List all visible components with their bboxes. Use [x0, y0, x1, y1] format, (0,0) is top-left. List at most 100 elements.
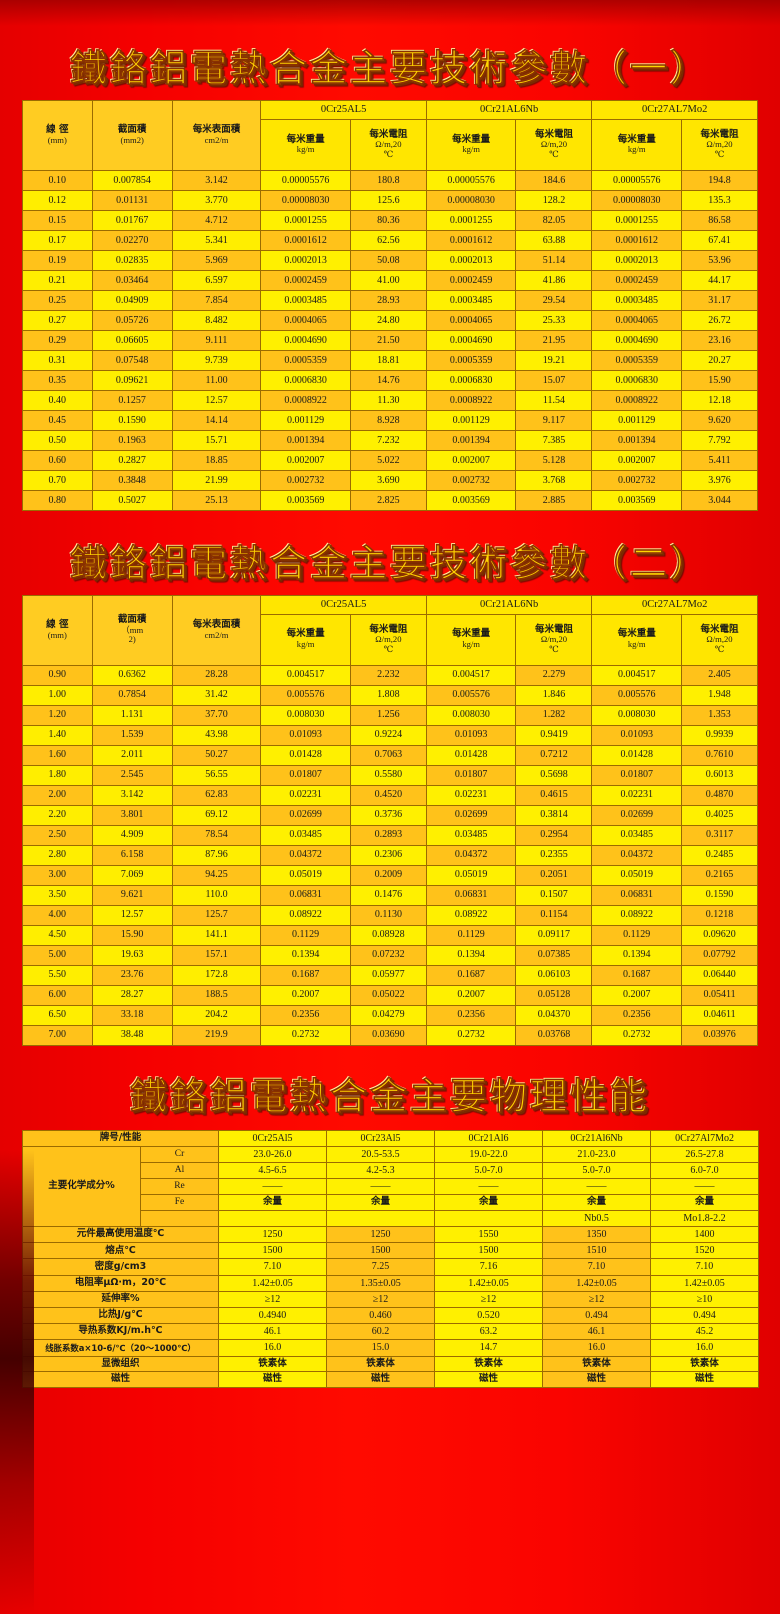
table-cell: 0.6013	[681, 764, 758, 786]
table-cell: 23.16	[681, 329, 758, 351]
table-cell: 2.00	[22, 784, 93, 806]
subheader-weight: 每米重量 kg/m	[260, 118, 351, 171]
table-cell: 2.279	[515, 664, 593, 686]
subheader-unit: Ω/m,20	[540, 634, 568, 645]
table-cell: 0.01807	[425, 764, 517, 786]
subheader-resistance: 每米電阻 Ω/m,20 ℃	[349, 613, 427, 666]
table-cell: 0.50	[22, 429, 93, 451]
property-value: 0.494	[650, 1306, 760, 1325]
composition-value: ——	[434, 1178, 544, 1196]
subheader-resistance: 每米電阻 Ω/m,20 ℃	[681, 613, 758, 666]
property-value: 铁素体	[218, 1355, 328, 1373]
table-cell: 0.2007	[591, 984, 683, 1006]
property-value: 46.1	[218, 1323, 328, 1341]
table-cell: 11.54	[515, 389, 593, 411]
subheader-weight: 每米重量 kg/m	[591, 118, 683, 171]
table-cell: 38.48	[91, 1024, 173, 1046]
property-value: 63.2	[434, 1323, 544, 1341]
table-cell: 0.03690	[349, 1024, 427, 1046]
table-cell: 0.00008030	[591, 189, 683, 211]
table-cell: 0.0005359	[425, 349, 517, 371]
table-cell: 0.7610	[681, 744, 758, 766]
table-cell: 0.008030	[591, 704, 683, 726]
property-value: ≥12	[218, 1290, 328, 1309]
subheader-label: 每米電阻	[700, 623, 739, 635]
subheader-unit: kg/m	[462, 144, 480, 155]
composition-value: 4.5-6.5	[218, 1161, 328, 1180]
table-cell: 0.1130	[349, 904, 427, 926]
table-cell: 44.17	[681, 269, 758, 291]
table-cell: 0.01093	[591, 724, 683, 746]
table-cell: 0.02231	[591, 784, 683, 806]
table-cell: 23.76	[91, 964, 173, 986]
table-cell: 31.42	[171, 684, 262, 706]
table-cell: 21.95	[515, 329, 593, 351]
subheader-resistance: 每米電阻 Ω/m,20 ℃	[349, 118, 427, 171]
table-row: 0.60 0.2827 18.85 0.002007 5.022 0.002007 5.12…	[22, 449, 758, 471]
table-cell: 0.00008030	[425, 189, 517, 211]
table-cell: 11.30	[349, 389, 427, 411]
composition-value: 23.0-26.0	[218, 1145, 328, 1163]
table-cell: 0.05019	[260, 864, 351, 886]
table-cell: 63.88	[515, 229, 593, 251]
table-row: 0.35 0.09621 11.00 0.0006830 14.76 0.0006830 1…	[22, 369, 758, 391]
table-cell: 4.712	[171, 209, 262, 231]
table-cell: 0.1129	[591, 924, 683, 946]
property-row: 显微组织 铁素体 铁素体 铁素体 铁素体 铁素体	[21, 1355, 760, 1373]
subheader-weight: 每米重量 kg/m	[591, 613, 683, 666]
table-cell: 0.002007	[260, 449, 351, 471]
table-row: 2.50 4.909 78.54 0.03485 0.2893 0.03485 0.2954…	[22, 824, 758, 846]
table-cell: 15.90	[681, 369, 758, 391]
table-cell: 0.29	[22, 329, 93, 351]
table-cell: 0.0005359	[260, 349, 351, 371]
table-cell: 0.00005576	[591, 169, 683, 191]
subheader-unit: Ω/m,20	[375, 634, 402, 645]
table-row: 6.50 33.18 204.2 0.2356 0.04279 0.2356 0.04370…	[22, 1004, 758, 1026]
subheader-weight: 每米重量 kg/m	[260, 613, 351, 666]
table-cell: 0.60	[22, 449, 93, 471]
table-row: 0.29 0.06605 9.111 0.0004690 21.50 0.0004690 2…	[22, 329, 758, 351]
table-cell: 1.948	[681, 684, 758, 706]
table-cell: 0.7854	[91, 684, 173, 706]
composition-value: 6.0-7.0	[650, 1161, 760, 1180]
table-cell: 0.80	[22, 489, 93, 511]
group-header-0Cr25AL5: 0Cr25AL5	[260, 100, 427, 120]
table-cell: 9.111	[171, 329, 262, 351]
property-label: 延伸率%	[21, 1290, 220, 1309]
table-cell: 9.621	[91, 884, 173, 906]
subheader-unit2: ℃	[383, 643, 394, 654]
table-header-row-group: 線 徑 (mm) 截面積 （mm 2) 每米表面積 cm2/m 0Cr25AL5 0Cr21AL…	[22, 594, 758, 666]
table-cell: 0.2007	[260, 984, 351, 1006]
table-cell: 110.0	[171, 884, 262, 906]
table-cell: 0.45	[22, 409, 93, 431]
property-value: 16.0	[650, 1339, 760, 1357]
table-cell: 5.341	[171, 229, 262, 251]
table-cell: 2.50	[22, 824, 93, 846]
subheader-unit2: ℃	[549, 149, 559, 160]
table-row: 3.50 9.621 110.0 0.06831 0.1476 0.06831 0.1507…	[22, 884, 758, 906]
property-value: 7.25	[326, 1258, 436, 1276]
table-cell: 0.002007	[425, 449, 517, 471]
table-cell: 0.0001612	[425, 229, 517, 251]
table-cell: 14.14	[171, 409, 262, 431]
table-3-wrapper: 牌号/性能 0Cr25Al5 0Cr23Al5 0Cr21Al6 0Cr21Al6Nb 0…	[0, 1129, 780, 1388]
subheader-unit2: ℃	[714, 149, 725, 160]
composition-value: 余量	[326, 1194, 436, 1211]
table-cell: 6.597	[171, 269, 262, 291]
property-value: 1500	[326, 1242, 436, 1260]
subheader-label: 每米電阻	[534, 623, 573, 635]
table-row: 0.50 0.1963 15.71 0.001394 7.232 0.001394 7.38…	[22, 429, 758, 451]
table-cell: 37.70	[171, 704, 262, 726]
table-cell: 9.117	[515, 409, 593, 431]
table-row: 4.50 15.90 141.1 0.1129 0.08928 0.1129 0.09117…	[22, 924, 758, 946]
table-cell: 0.9939	[681, 724, 758, 746]
column-header-label: 每米表面積	[192, 619, 241, 630]
table-cell: 4.50	[22, 924, 93, 946]
table-cell: 0.2732	[591, 1024, 683, 1046]
table-row: 1.60 2.011 50.27 0.01428 0.7063 0.01428 0.7212…	[22, 744, 758, 766]
composition-row: Al 4.5-6.5 4.2-5.3 5.0-7.0 5.0-7.0 6.0-7.0	[23, 1161, 760, 1180]
property-value: 1550	[434, 1226, 544, 1244]
table-cell: 3.690	[349, 469, 427, 491]
table-cell: 6.00	[22, 984, 93, 1006]
table-technical-params-1: 線 徑 (mm) 截面積 (mm2) 每米表面積 cm2/m 0Cr25AL5 0Cr21AL…	[22, 100, 758, 511]
